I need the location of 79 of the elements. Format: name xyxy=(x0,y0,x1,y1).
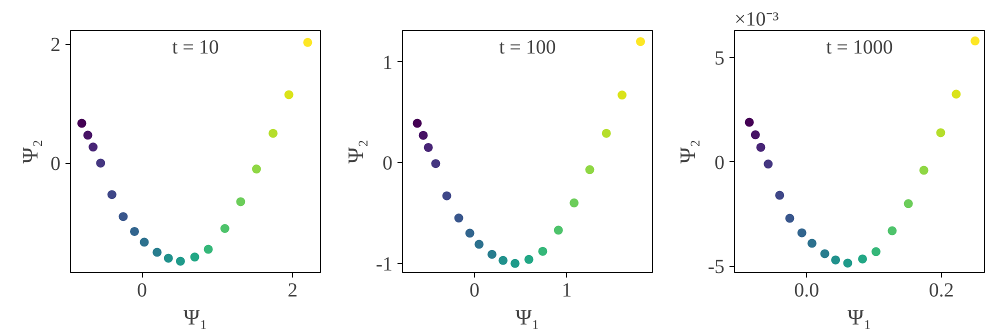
point xyxy=(152,248,162,257)
point xyxy=(118,212,128,222)
point xyxy=(465,228,474,238)
x-tick-label: 2 xyxy=(288,280,298,302)
point xyxy=(831,255,840,264)
point xyxy=(236,197,246,206)
point xyxy=(756,142,766,152)
point xyxy=(919,166,928,175)
x-tick-label: 0 xyxy=(469,280,480,302)
y-axis-title: Ψ₂ xyxy=(342,140,368,164)
x-tick-label: 0.0 xyxy=(794,280,820,302)
point xyxy=(431,159,440,168)
point xyxy=(83,130,92,140)
point xyxy=(764,160,773,169)
point xyxy=(554,226,563,235)
y-tick-label: 0 xyxy=(714,152,724,174)
x-axis-title: Ψ₁ xyxy=(516,304,540,330)
point xyxy=(412,118,422,128)
point xyxy=(424,142,433,152)
point xyxy=(130,226,140,236)
y-tick-label: 5 xyxy=(714,48,724,70)
point xyxy=(140,238,149,247)
point xyxy=(474,240,484,249)
point xyxy=(843,258,852,268)
point xyxy=(602,128,611,138)
point xyxy=(636,37,646,46)
point xyxy=(268,128,278,138)
point xyxy=(585,165,594,174)
point xyxy=(936,128,946,138)
y-axis-title: Ψ₂ xyxy=(674,140,700,164)
x-axis-title: Ψ₁ xyxy=(848,304,872,330)
chart-title: t = 100 xyxy=(499,36,556,58)
point xyxy=(284,90,294,100)
point xyxy=(570,198,579,208)
point xyxy=(96,158,106,168)
point xyxy=(454,214,464,223)
y-tick-label: 0 xyxy=(382,152,392,175)
point xyxy=(204,244,213,254)
point xyxy=(820,249,830,258)
point xyxy=(524,254,534,264)
point xyxy=(538,246,548,256)
chart-title: t = 10 xyxy=(172,36,219,58)
x-axis-title: Ψ₁ xyxy=(184,304,208,330)
point xyxy=(750,130,760,140)
point xyxy=(498,256,508,265)
x-tick-label: 1 xyxy=(562,280,572,302)
point xyxy=(970,36,980,46)
point xyxy=(88,142,98,152)
point xyxy=(303,38,312,47)
y-tick-label: -5 xyxy=(708,256,725,278)
point xyxy=(904,199,913,208)
point xyxy=(744,118,754,127)
point xyxy=(510,258,520,268)
point xyxy=(888,226,897,236)
y-axis-title: Ψ₂ xyxy=(18,140,42,164)
point xyxy=(107,190,116,200)
point xyxy=(164,254,173,263)
point xyxy=(220,224,230,233)
point xyxy=(952,90,961,99)
point xyxy=(190,252,200,262)
point xyxy=(77,118,86,128)
point xyxy=(442,191,452,200)
point xyxy=(418,130,428,140)
y-tick-label: 1 xyxy=(382,52,392,74)
point xyxy=(176,256,185,266)
point xyxy=(807,238,816,248)
x-tick-label: 0.2 xyxy=(928,280,954,302)
point xyxy=(858,254,868,264)
point xyxy=(487,250,496,259)
x-tick-label: 0 xyxy=(137,280,148,302)
chart-title: t = 1000 xyxy=(826,36,893,58)
point xyxy=(785,214,794,223)
annotation: ×10⁻³ xyxy=(734,8,779,30)
point xyxy=(252,164,261,174)
y-tick-label: -1 xyxy=(376,253,393,276)
point xyxy=(775,190,784,200)
point xyxy=(797,228,806,238)
point xyxy=(872,247,881,256)
point xyxy=(618,90,627,100)
